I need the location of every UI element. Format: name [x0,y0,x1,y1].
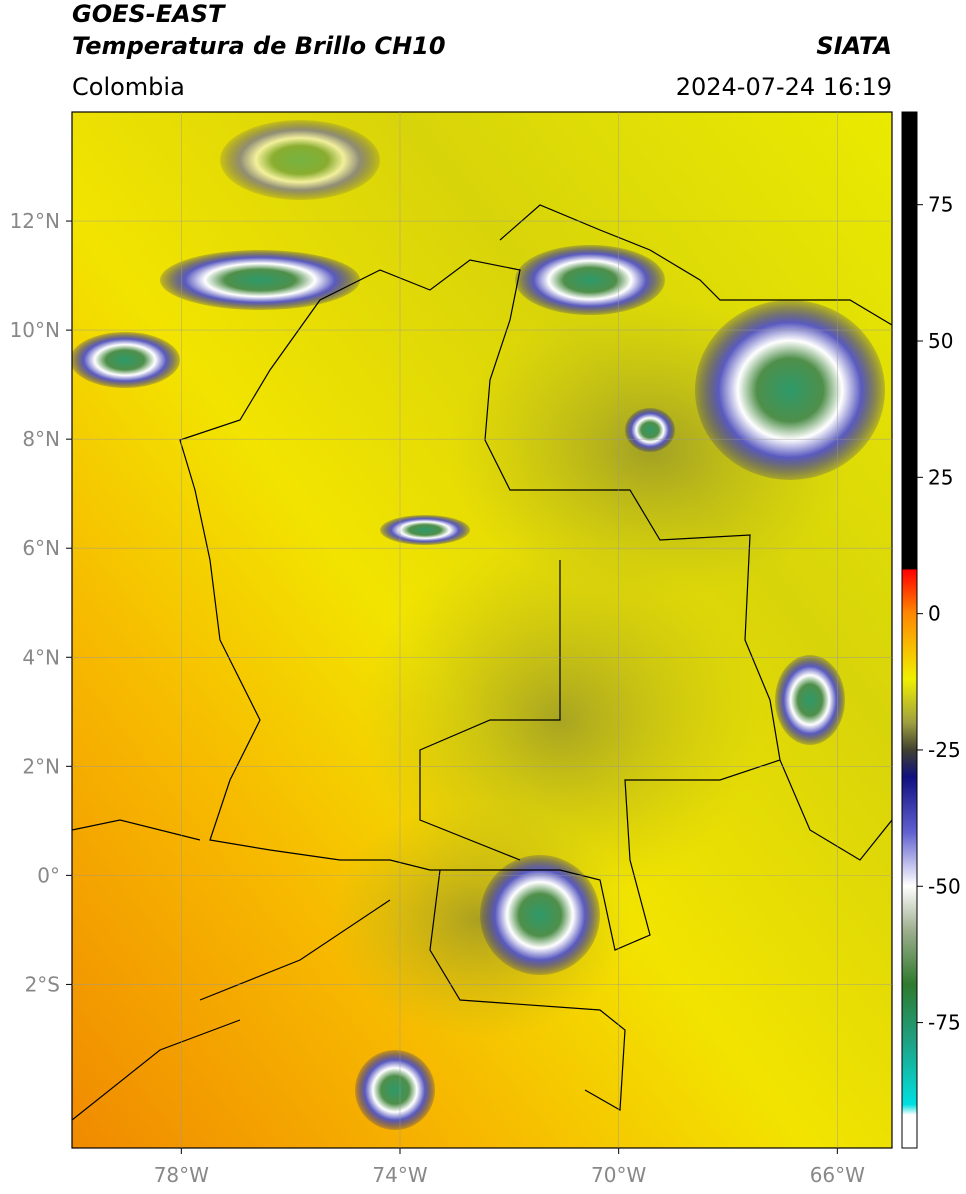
title: Temperatura de Brillo CH10 [72,32,446,60]
y-tick-label: 2°S [25,972,60,996]
y-tick-label: 0° [37,863,60,887]
colorbar-tick-label: 75 [928,193,953,217]
datetime: 2024-07-24 16:19 [676,73,892,101]
source: SIATA [816,32,892,60]
y-tick-label: 8°N [22,427,60,451]
y-tick-label: 2°N [22,754,60,778]
y-tick-label: 12°N [10,209,60,233]
colorbar [901,111,918,1149]
colorbar-tick-label: 50 [928,329,953,353]
x-tick-label: 74°W [372,1163,427,1187]
y-tick-label: 6°N [22,536,60,560]
colorbar-tick-label: -75 [928,1011,961,1035]
y-tick-label: 4°N [22,645,60,669]
colorbar-tick-label: -50 [928,874,961,898]
colorbar-tick-label: 25 [928,465,953,489]
region: Colombia [72,73,185,101]
y-tick-label: 10°N [10,318,60,342]
x-tick-label: 70°W [591,1163,646,1187]
x-tick-label: 66°W [810,1163,865,1187]
colorbar-tick-label: 0 [928,602,941,626]
map-frame [71,111,893,1149]
colorbar-tick-label: -25 [928,738,961,762]
title: GOES-EAST [72,0,226,28]
satellite-image [72,112,892,1148]
x-tick-label: 78°W [154,1163,209,1187]
